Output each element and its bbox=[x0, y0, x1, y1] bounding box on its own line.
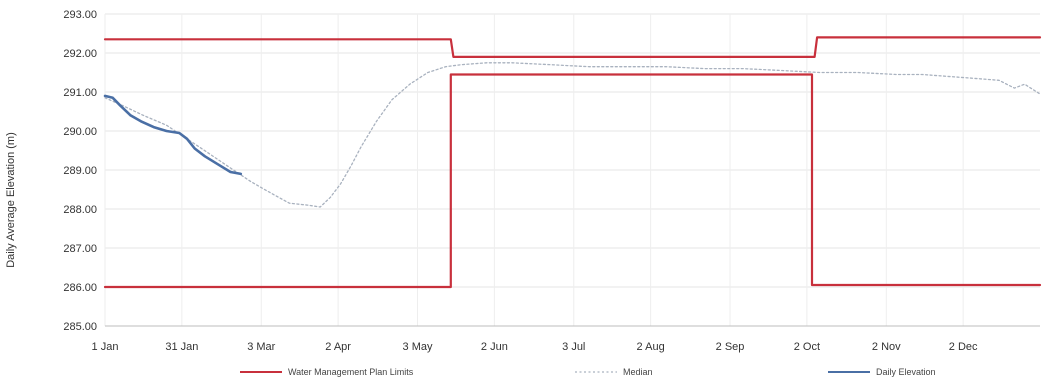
y-tick-label: 290.00 bbox=[63, 126, 97, 138]
y-tick-label: 291.00 bbox=[63, 87, 97, 99]
y-tick-label: 285.00 bbox=[63, 321, 97, 333]
legend-label: Median bbox=[623, 367, 653, 377]
x-tick-label: 3 Jul bbox=[562, 341, 585, 353]
y-tick-label: 288.00 bbox=[63, 204, 97, 216]
series-line-daily-elevation bbox=[103, 94, 243, 176]
y-tick-label: 287.00 bbox=[63, 243, 97, 255]
y-tick-label: 292.00 bbox=[63, 48, 97, 60]
x-tick-label: 2 Sep bbox=[716, 341, 745, 353]
y-axis-ticks: 285.00 286.00 287.00 288.00 289.00 290.00 291.… bbox=[63, 9, 97, 333]
x-tick-label: 2 Jun bbox=[481, 341, 508, 353]
legend-label: Daily Elevation bbox=[876, 367, 936, 377]
y-tick-label: 286.00 bbox=[63, 282, 97, 294]
legend: Water Management Plan Limits Median Daily … bbox=[240, 367, 936, 377]
x-tick-label: 2 Apr bbox=[325, 341, 351, 353]
y-tick-label: 293.00 bbox=[63, 9, 97, 21]
x-tick-label: 1 Jan bbox=[92, 341, 119, 353]
y-axis-label: Daily Average Elevation (m) bbox=[5, 132, 17, 268]
series-line-median bbox=[104, 62, 1041, 208]
series-lines bbox=[103, 36, 1042, 289]
series-line-water-management-plan-limits bbox=[103, 36, 1042, 59]
x-axis-ticks: 1 Jan 31 Jan 3 Mar 2 Apr 3 May 2 Jun 3 Jul 2 Au… bbox=[92, 341, 978, 353]
x-tick-label: 2 Oct bbox=[794, 341, 820, 353]
x-tick-label: 2 Aug bbox=[637, 341, 665, 353]
grid-lines bbox=[104, 13, 1040, 327]
legend-label: Water Management Plan Limits bbox=[288, 367, 414, 377]
x-tick-label: 3 May bbox=[403, 341, 433, 353]
x-tick-label: 2 Dec bbox=[949, 341, 978, 353]
y-tick-label: 289.00 bbox=[63, 165, 97, 177]
series-line-water-management-plan-limits bbox=[103, 73, 1042, 289]
x-tick-label: 2 Nov bbox=[872, 341, 901, 353]
x-tick-label: 31 Jan bbox=[165, 341, 198, 353]
x-tick-label: 3 Mar bbox=[247, 341, 275, 353]
